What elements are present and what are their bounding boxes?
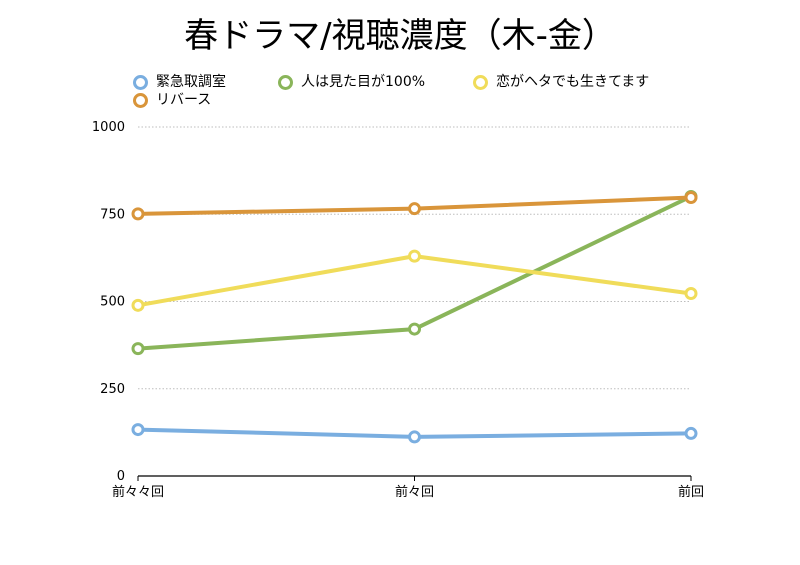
legend-item-2: 人は見た目が100%: [278, 73, 425, 91]
legend-marker-icon: [133, 92, 148, 108]
data-point: [408, 322, 421, 336]
x-tick-label: 前々回: [395, 484, 434, 500]
data-point: [408, 430, 421, 444]
legend-label: 恋がヘタでも生きてます: [496, 74, 650, 90]
data-point: [684, 286, 698, 300]
data-point: [684, 190, 698, 204]
data-point: [408, 202, 421, 216]
y-tick-label: 750: [100, 207, 125, 222]
y-tick-label: 250: [100, 382, 125, 397]
y-tick-label: 500: [100, 295, 125, 310]
series-line: [136, 254, 693, 308]
legend-item-3: 恋がヘタでも生きてます: [473, 73, 649, 91]
legend-label: 人は見た目が100%: [301, 74, 426, 90]
data-point: [131, 423, 145, 437]
legend-label: リバース: [156, 92, 212, 108]
y-tick-label: 0: [117, 469, 125, 484]
series-layer: [131, 189, 698, 444]
legend-marker-icon: [133, 74, 148, 90]
legend-marker-icon: [278, 74, 293, 90]
legend-item-1: 緊急取調室: [133, 73, 226, 91]
legend-item-4: リバース: [133, 91, 211, 109]
series-1: [131, 423, 698, 444]
data-point: [131, 298, 145, 312]
x-tick-label: 前々々回: [112, 484, 164, 500]
x-tick-label: 前回: [678, 484, 704, 500]
chart-title: 春ドラマ/視聴濃度（木-金）: [184, 16, 616, 56]
data-point: [684, 426, 698, 440]
x-axis: 前々々回 前々回 前回: [112, 475, 704, 500]
series-2: [131, 189, 698, 356]
series-4: [131, 190, 698, 221]
data-point: [131, 207, 145, 221]
legend-label: 緊急取調室: [156, 74, 226, 90]
y-tick-label: 1000: [92, 120, 125, 135]
legend-marker-icon: [473, 74, 488, 90]
data-point: [408, 249, 421, 263]
y-axis: 0 250 500 750 1000: [92, 120, 125, 484]
series-3: [131, 249, 698, 312]
data-point: [131, 342, 145, 356]
